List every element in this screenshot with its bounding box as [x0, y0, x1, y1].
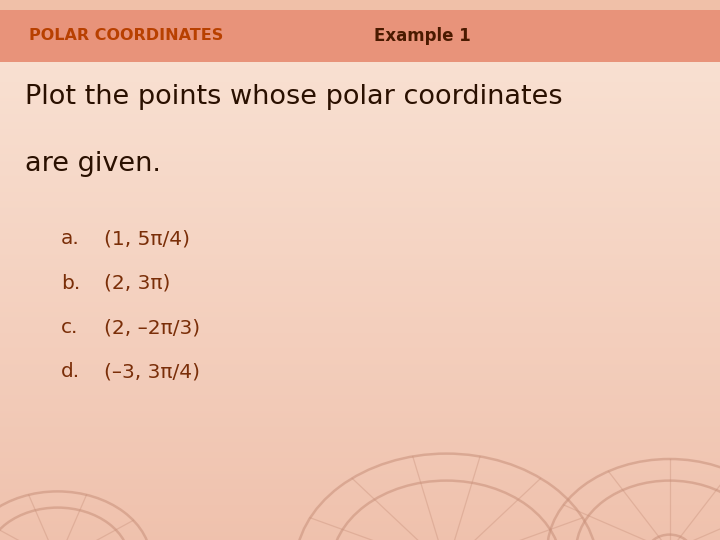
Text: d.: d. [61, 362, 81, 381]
Text: b.: b. [61, 274, 81, 293]
Text: (2, 3π): (2, 3π) [104, 274, 171, 293]
Text: Example 1: Example 1 [374, 27, 471, 45]
Bar [0, 10, 720, 62]
Text: are given.: are given. [25, 151, 161, 177]
Text: a.: a. [61, 230, 80, 248]
Text: POLAR COORDINATES: POLAR COORDINATES [29, 29, 223, 43]
Text: Plot the points whose polar coordinates: Plot the points whose polar coordinates [25, 84, 563, 110]
Text: c.: c. [61, 318, 78, 337]
Text: (2, –2π/3): (2, –2π/3) [104, 318, 201, 337]
Bar [0, 0, 720, 10]
Text: (–3, 3π/4): (–3, 3π/4) [104, 362, 200, 381]
Text: (1, 5π/4): (1, 5π/4) [104, 230, 190, 248]
